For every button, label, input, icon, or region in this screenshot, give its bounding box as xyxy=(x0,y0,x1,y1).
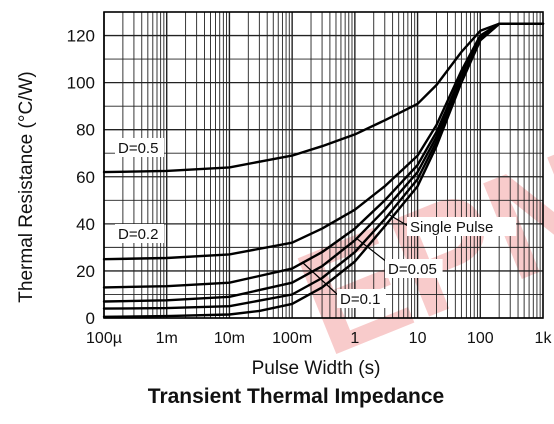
y-tick-label: 120 xyxy=(67,27,95,46)
y-tick-label: 60 xyxy=(76,168,95,187)
annotation-label: D=0.1 xyxy=(340,291,380,308)
series-line-2 xyxy=(102,22,545,261)
y-tick-label: 20 xyxy=(76,262,95,281)
x-tick-label: 100m xyxy=(272,330,312,347)
series-group xyxy=(102,22,545,318)
x-tick-label: 10m xyxy=(214,330,245,347)
series-line-4 xyxy=(102,22,545,303)
annotation-bg xyxy=(115,138,164,157)
series-line-1 xyxy=(102,22,545,174)
annotation-label: D=0.5 xyxy=(118,140,158,157)
annotation-bg xyxy=(407,217,517,236)
annotation-label: D=0.2 xyxy=(118,226,158,243)
annotation-leader xyxy=(387,213,409,227)
annotation-label: Single Pulse xyxy=(410,219,493,236)
y-tick-label: 80 xyxy=(76,121,95,140)
plot-border xyxy=(103,11,544,319)
annotation-bg xyxy=(337,289,386,308)
annotations: D=0.5 D=0.2 Single Pulse D=0.05 D=0.1 xyxy=(115,138,517,308)
y-tick-label: 100 xyxy=(67,74,95,93)
chart-title: Transient Thermal Impedance xyxy=(148,385,444,408)
annotation-label: D=0.05 xyxy=(388,261,437,278)
x-tick-label: 1k xyxy=(535,330,553,347)
x-tick-label: 1 xyxy=(350,330,359,347)
y-tick-label: 0 xyxy=(86,309,95,328)
y-tick-label: 40 xyxy=(76,215,95,234)
x-axis-label: Pulse Width (s) xyxy=(252,358,381,379)
annotation-bg xyxy=(385,259,443,278)
series-line-6 xyxy=(102,22,545,318)
x-tick-label: 100µ xyxy=(86,330,122,347)
y-axis-label: Thermal Resistance (°C/W) xyxy=(16,71,37,302)
x-tick-label: 100 xyxy=(467,330,494,347)
tick-labels: 100µ 1m 10m 100m 1 10 100 1k 0 20 40 60 80 100 120 xyxy=(67,27,553,347)
annotation-leader xyxy=(301,261,339,296)
x-tick-label: 10 xyxy=(409,330,427,347)
annotation-bg xyxy=(115,224,164,243)
x-tick-label: 1m xyxy=(156,330,178,347)
plot-frame xyxy=(103,11,544,319)
